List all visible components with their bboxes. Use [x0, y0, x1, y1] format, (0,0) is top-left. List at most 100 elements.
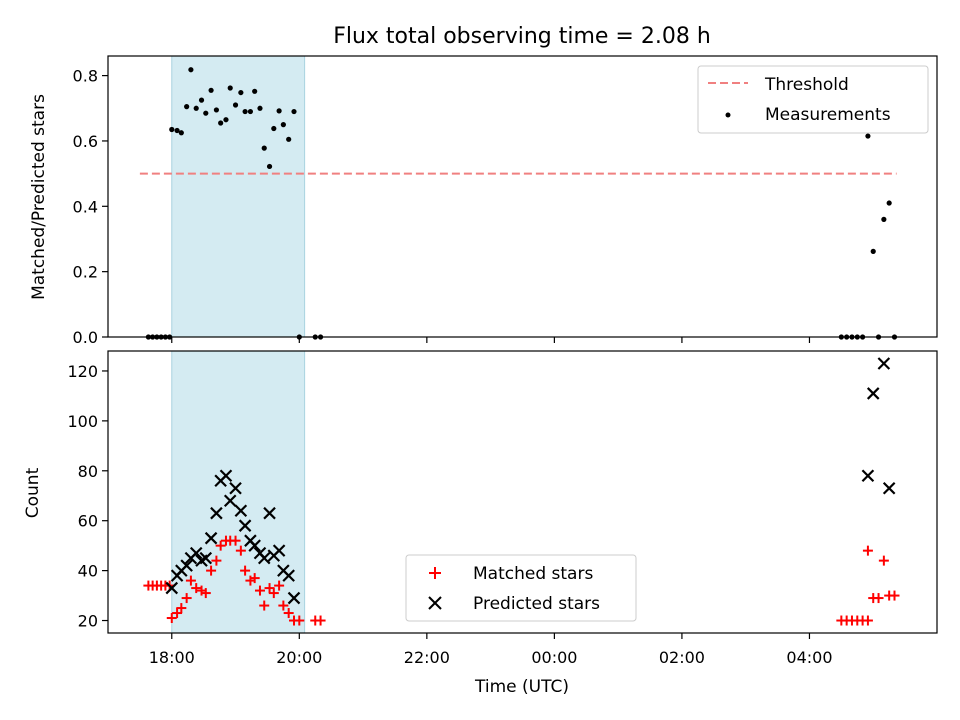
- predicted-star-marker: [210, 506, 223, 520]
- predicted-star-marker: [219, 469, 233, 483]
- predicted-star-marker: [165, 581, 179, 595]
- x-tick-label: 04:00: [786, 648, 832, 667]
- predicted-star-marker: [248, 539, 261, 552]
- x-tick-label: 00:00: [531, 648, 577, 667]
- matched-star-marker: [268, 588, 279, 599]
- counts-layer: [143, 357, 900, 626]
- measurement-point: [271, 125, 277, 132]
- measurement-point: [227, 85, 233, 91]
- measurement-point: [213, 107, 220, 113]
- bottom-y-tick-label: 80: [78, 462, 98, 481]
- predicted-star-marker: [287, 591, 301, 605]
- matched-star-marker: [215, 540, 226, 551]
- legend-matched-label: Matched stars: [473, 564, 593, 584]
- measurements-layer: [145, 67, 898, 340]
- predicted-star-marker: [263, 506, 276, 520]
- bottom-y-tick-label: 100: [67, 412, 98, 431]
- matched-star-marker: [278, 600, 289, 611]
- predicted-star-marker: [257, 551, 271, 565]
- matched-star-marker: [283, 608, 294, 619]
- legend-matched-swatch: [429, 567, 441, 579]
- predicted-star-marker: [877, 357, 891, 370]
- matched-star-marker: [181, 593, 192, 604]
- matched-star-marker: [206, 565, 217, 576]
- x-tick-label: 02:00: [659, 648, 705, 667]
- predicted-star-marker: [223, 494, 237, 508]
- measurement-point: [174, 127, 180, 134]
- matched-star-marker: [873, 593, 884, 604]
- predicted-star-marker: [204, 531, 218, 545]
- measurement-point: [198, 97, 205, 103]
- bottom-x-ticks: 18:00 20:00 22:00 00:00 02:00 04:00: [149, 633, 833, 667]
- top-legend-box: [697, 65, 929, 134]
- measurement-point: [188, 67, 194, 73]
- measurement-point: [203, 110, 209, 116]
- matched-star-marker: [254, 585, 265, 596]
- top-y-tick-label: 0.8: [73, 67, 98, 86]
- measurement-point: [286, 136, 292, 142]
- matched-star-marker: [176, 603, 187, 614]
- legend-predicted-label: Predicted stars: [473, 594, 600, 614]
- bottom-y-tick-label: 20: [78, 612, 98, 631]
- predicted-star-marker: [189, 546, 203, 560]
- measurement-point: [266, 163, 273, 170]
- bottom-y-tick-label: 40: [78, 562, 98, 581]
- measurement-point: [193, 105, 199, 111]
- measurement-point: [218, 120, 224, 126]
- measurement-point: [280, 122, 286, 128]
- bottom-legend-box: [405, 554, 637, 622]
- top-x-ticks: [171, 337, 811, 343]
- matched-star-marker: [240, 565, 251, 576]
- bottom-y-axis-label: Count: [23, 467, 43, 518]
- predicted-star-marker: [180, 559, 193, 572]
- matched-star-marker: [862, 545, 873, 556]
- predicted-star-marker: [229, 481, 242, 495]
- matched-star-marker: [294, 615, 305, 626]
- x-tick-label: 18:00: [149, 648, 195, 667]
- predicted-star-marker: [238, 519, 252, 532]
- bottom-panel: 20 40 60 80 100 120 18:00 20:00 22:00 00:00 02:00…: [23, 350, 938, 697]
- measurement-point: [870, 248, 876, 254]
- top-y-tick-label: 0.2: [73, 263, 98, 282]
- top-highlight-span: [171, 55, 306, 338]
- top-y-tick-label: 0.6: [73, 132, 98, 151]
- matched-star-marker: [249, 573, 260, 584]
- bottom-plot-frame: [107, 350, 938, 634]
- measurement-point: [865, 133, 871, 139]
- predicted-star-marker: [861, 469, 875, 483]
- legend-predicted-swatch: [428, 596, 442, 610]
- legend-measurements-swatch: [725, 112, 731, 118]
- top-y-tick-label: 0.0: [73, 328, 98, 347]
- top-y-axis-label: Matched/Predicted stars: [29, 94, 49, 300]
- x-tick-label: 22:00: [404, 648, 450, 667]
- top-panel: Flux total observing time = 2.08 h 0.00.…: [29, 24, 938, 347]
- matched-star-marker: [166, 613, 177, 624]
- matched-star-marker: [191, 583, 202, 594]
- top-plot-frame: [107, 55, 938, 338]
- bottom-y-tick-label: 60: [78, 512, 98, 531]
- bottom-y-tick-label: 120: [67, 362, 98, 381]
- matched-star-marker: [862, 615, 873, 626]
- measurement-point: [242, 108, 248, 115]
- predicted-star-marker: [882, 481, 896, 495]
- measurement-point: [276, 108, 282, 114]
- x-axis-label: Time (UTC): [474, 677, 569, 697]
- measurement-point: [252, 88, 258, 94]
- predicted-star-marker: [866, 387, 880, 400]
- top-y-tick-label: 0.4: [73, 197, 98, 216]
- top-title: Flux total observing time = 2.08 h: [333, 24, 711, 49]
- measurement-point: [291, 108, 297, 115]
- measurement-point: [238, 89, 244, 96]
- top-y-ticks: 0.0 0.2 0.4 0.6 0.8: [73, 67, 108, 347]
- top-legend: Threshold Measurements: [697, 65, 929, 134]
- legend-threshold-label: Threshold: [764, 75, 849, 95]
- measurement-point: [261, 145, 267, 151]
- x-tick-label: 20:00: [276, 648, 322, 667]
- predicted-star-marker: [282, 569, 295, 582]
- legend-measurements-label: Measurements: [765, 105, 891, 125]
- predicted-star-marker: [234, 504, 248, 517]
- matched-star-marker: [315, 615, 326, 626]
- matched-star-marker: [211, 555, 222, 566]
- measurement-point: [223, 117, 229, 123]
